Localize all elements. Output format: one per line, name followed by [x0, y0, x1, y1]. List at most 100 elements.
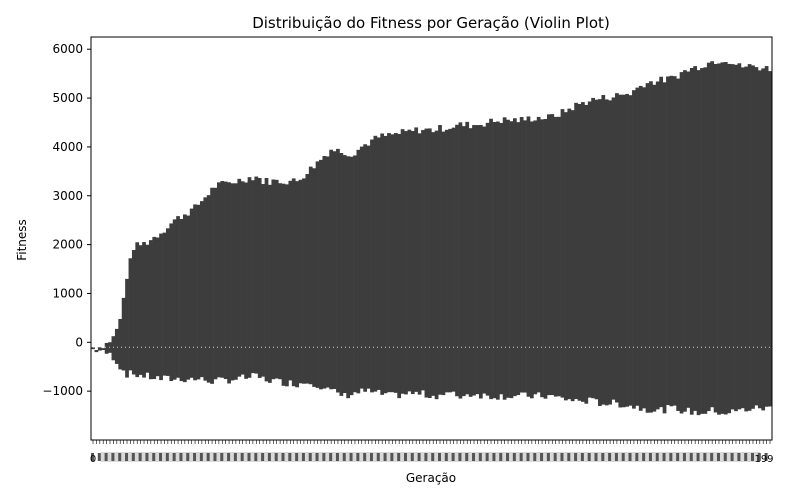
- violin-generation-140: [567, 108, 572, 400]
- violin-generation-114: [478, 125, 483, 399]
- violin-generation-109: [461, 126, 466, 397]
- x-tick-label-glyph: [703, 453, 707, 461]
- violin-generation-43: [237, 178, 242, 377]
- violin-generation-162: [642, 87, 646, 409]
- violin-generation-51: [264, 178, 269, 382]
- violin-generation-171: [672, 76, 677, 406]
- violin-generation-41: [230, 183, 235, 381]
- violin-generation-104: [444, 129, 449, 393]
- violin-generation-96: [417, 133, 422, 395]
- violin-generation-177: [693, 66, 698, 411]
- x-tick-label-glyph: [655, 453, 659, 461]
- violin-generation-155: [618, 94, 623, 408]
- violin-generation-143: [577, 103, 582, 401]
- violin-generation-71: [332, 151, 337, 390]
- violin-generation-122: [506, 119, 510, 398]
- violin-generation-18: [152, 236, 157, 380]
- violin-generation-48: [254, 176, 259, 374]
- violin-generation-95: [414, 127, 419, 392]
- plot-area: [91, 61, 772, 416]
- violin-generation-138: [560, 109, 565, 398]
- violin-generation-21: [162, 232, 167, 376]
- violin-generation-78: [356, 149, 361, 394]
- violin-generation-120: [499, 122, 504, 395]
- y-tick-label: 0: [75, 335, 83, 349]
- x-tick-label-glyph: [179, 453, 183, 461]
- x-tick-label-glyph: [145, 453, 149, 461]
- violin-generation-14: [138, 245, 143, 375]
- violin-generation-188: [730, 64, 735, 410]
- x-tick-label-glyph: [165, 453, 169, 461]
- x-tick-label-glyph: [669, 453, 673, 461]
- x-tick-label-glyph: [288, 453, 292, 461]
- violin-generation-11: [128, 258, 133, 371]
- plot-frame: [90, 36, 773, 441]
- violin-generation-199: [768, 71, 772, 407]
- violin-generation-47: [251, 180, 255, 374]
- violin-generation-9: [121, 297, 126, 371]
- x-last-tick-label: 199: [754, 454, 773, 465]
- violin-generation-144: [581, 102, 585, 402]
- violin-generation-163: [645, 83, 650, 413]
- x-tick-label-glyph: [322, 453, 326, 461]
- violin-generation-57: [285, 184, 289, 387]
- violin-generation-190: [737, 63, 742, 410]
- violin-generation-19: [155, 237, 160, 377]
- x-tick-label-glyph: [172, 453, 176, 461]
- violin-generation-10: [125, 278, 129, 378]
- violin-generation-168: [662, 82, 667, 414]
- x-tick-labels-overlap: [101, 452, 760, 462]
- x-tick-label-glyph: [186, 453, 190, 461]
- x-tick-label-glyph: [329, 453, 333, 461]
- violin-generation-166: [655, 81, 660, 410]
- x-tick-label-glyph: [757, 453, 761, 461]
- x-tick-label-glyph: [383, 453, 387, 461]
- y-axis: −1000 0 1000 2000 3000 4000 5000 6000: [42, 42, 91, 398]
- x-tick-label-glyph: [574, 453, 578, 461]
- violin-generation-189: [734, 64, 738, 412]
- violin-generation-181: [706, 62, 711, 412]
- x-tick-label-glyph: [723, 453, 727, 461]
- violin-generation-93: [407, 129, 412, 392]
- x-axis: 0 199: [90, 440, 774, 465]
- x-tick-label-glyph: [526, 453, 530, 461]
- x-tick-label-glyph: [750, 453, 754, 461]
- violin-generation-152: [608, 100, 612, 405]
- violin-generation-165: [652, 84, 657, 412]
- violin-generation-150: [601, 95, 606, 405]
- violin-generation-115: [482, 126, 487, 394]
- violin-generation-101: [434, 130, 439, 400]
- violin-generation-180: [703, 67, 708, 414]
- violin-generation-108: [458, 122, 463, 399]
- violin-generation-106: [451, 127, 456, 392]
- violin-generation-187: [727, 63, 732, 414]
- violin-generation-35: [210, 187, 214, 384]
- y-tick-label: 1000: [52, 286, 83, 300]
- x-tick-label-glyph: [533, 453, 537, 461]
- violin-generation-131: [536, 116, 541, 393]
- x-tick-label-glyph: [369, 453, 373, 461]
- violin-generation-182: [710, 61, 715, 408]
- x-tick-label-glyph: [628, 453, 632, 461]
- x-tick-label-glyph: [274, 453, 278, 461]
- x-tick-label-glyph: [642, 453, 646, 461]
- violin-generation-197: [761, 68, 766, 411]
- x-tick-label-glyph: [213, 453, 217, 461]
- violin-generation-81: [366, 145, 371, 389]
- x-first-tick-label: 0: [90, 454, 96, 465]
- violin-generation-28: [186, 215, 191, 380]
- violin-generation-3: [101, 348, 106, 350]
- violin-generation-31: [196, 204, 201, 380]
- violin-generation-184: [717, 63, 721, 415]
- x-tick-label-glyph: [764, 453, 768, 461]
- violin-generation-15: [142, 242, 146, 378]
- violin-generation-83: [373, 135, 378, 392]
- x-tick-label-glyph: [125, 453, 129, 461]
- violin-generation-154: [615, 93, 619, 403]
- x-tick-label-glyph: [730, 453, 734, 461]
- violin-generation-0: [91, 347, 95, 350]
- x-tick-label-glyph: [737, 453, 741, 461]
- violin-generation-13: [135, 242, 140, 378]
- violin-generation-113: [475, 125, 480, 395]
- x-tick-label-glyph: [417, 453, 421, 461]
